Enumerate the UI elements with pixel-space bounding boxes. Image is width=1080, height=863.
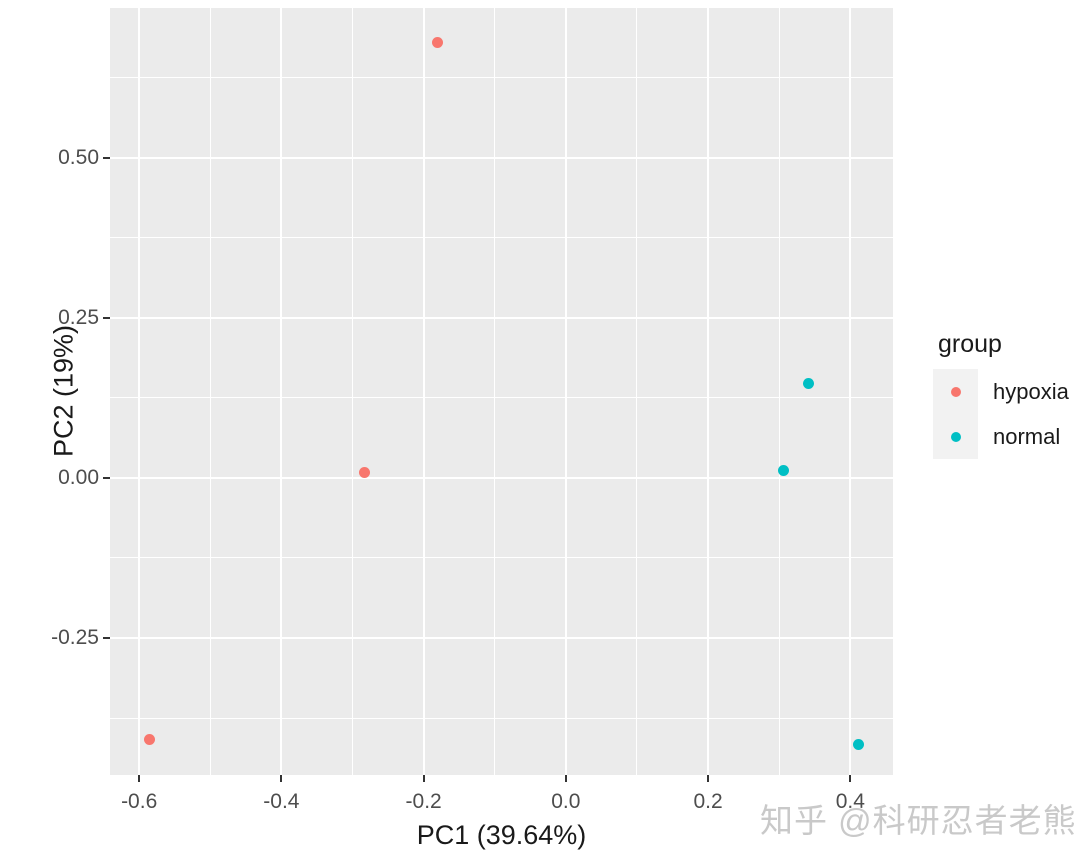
x-tick-mark xyxy=(138,775,141,782)
y-tick-label: 0.25 xyxy=(58,305,99,329)
y-gridline-minor xyxy=(110,557,893,559)
y-gridline-major xyxy=(110,636,893,639)
x-gridline-minor xyxy=(636,8,638,775)
x-gridline-major xyxy=(707,8,710,775)
y-gridline-minor xyxy=(110,397,893,399)
data-point-hypoxia xyxy=(359,467,371,479)
y-axis-title: PC2 (19%) xyxy=(48,324,79,458)
legend-dot-normal xyxy=(950,431,961,442)
legend-dot-hypoxia xyxy=(950,386,961,397)
x-tick-mark xyxy=(422,775,425,782)
x-tick-label: 0.2 xyxy=(693,790,723,813)
y-gridline-minor xyxy=(110,77,893,79)
x-gridline-major xyxy=(138,8,141,775)
y-tick-mark xyxy=(103,476,110,479)
legend-entry-hypoxia: hypoxia xyxy=(933,369,1069,414)
x-gridline-minor xyxy=(494,8,496,775)
x-gridline-major xyxy=(280,8,283,775)
legend-entries: hypoxia normal xyxy=(933,369,1069,459)
x-tick-label: -0.4 xyxy=(263,790,300,813)
x-tick-label: 0.0 xyxy=(551,790,581,813)
legend-key xyxy=(933,414,978,459)
legend-label: hypoxia xyxy=(993,378,1069,404)
watermark: 知乎 @科研忍者老熊 xyxy=(760,802,1077,839)
y-gridline-major xyxy=(110,156,893,159)
x-tick-mark xyxy=(280,775,283,782)
x-tick-label: -0.6 xyxy=(121,790,158,813)
legend: group hypoxia normal xyxy=(933,330,1069,459)
plot-panel xyxy=(110,8,893,775)
y-tick-label: 0.50 xyxy=(58,145,99,169)
x-gridline-major xyxy=(849,8,852,775)
y-gridline-minor xyxy=(110,237,893,239)
data-point-normal xyxy=(852,738,864,750)
y-tick-label: -0.25 xyxy=(51,625,99,649)
y-gridline-minor xyxy=(110,717,893,719)
legend-key xyxy=(933,369,978,414)
x-gridline-minor xyxy=(352,8,353,775)
x-tick-label: 0.4 xyxy=(835,790,865,813)
legend-title: group xyxy=(938,330,1002,358)
x-gridline-major xyxy=(422,8,425,775)
x-gridline-minor xyxy=(209,8,211,775)
data-point-hypoxia xyxy=(143,734,155,746)
y-tick-label: 0.00 xyxy=(58,465,99,489)
data-point-hypoxia xyxy=(432,37,444,49)
x-gridline-minor xyxy=(778,8,780,775)
x-tick-mark xyxy=(564,775,567,782)
legend-label: normal xyxy=(993,423,1061,449)
data-point-normal xyxy=(802,377,814,389)
x-axis-title: PC1 (39.64%) xyxy=(416,820,587,850)
legend-entry-normal: normal xyxy=(933,414,1069,459)
x-tick-mark xyxy=(849,775,852,782)
x-gridline-major xyxy=(564,8,567,775)
y-tick-mark xyxy=(103,636,110,639)
y-tick-mark xyxy=(103,316,110,319)
y-tick-mark xyxy=(103,156,110,159)
x-tick-label: -0.2 xyxy=(405,790,442,813)
x-tick-mark xyxy=(707,775,710,782)
data-point-normal xyxy=(777,465,789,477)
y-gridline-major xyxy=(110,476,893,479)
y-gridline-major xyxy=(110,316,893,319)
